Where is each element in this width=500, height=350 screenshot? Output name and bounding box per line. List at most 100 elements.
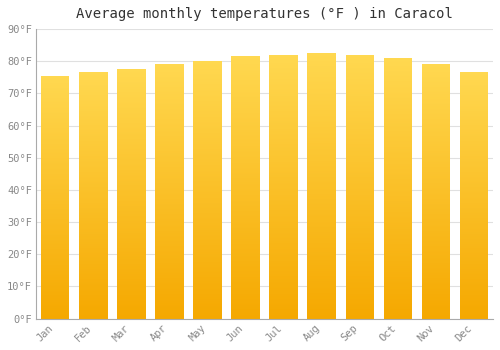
- Bar: [232, 285, 260, 286]
- Bar: [460, 186, 488, 187]
- Bar: [270, 122, 298, 123]
- Bar: [270, 308, 298, 309]
- Bar: [346, 279, 374, 280]
- Bar: [270, 55, 298, 56]
- Bar: [155, 198, 184, 199]
- Bar: [155, 269, 184, 270]
- Bar: [460, 221, 488, 223]
- Bar: [460, 84, 488, 85]
- Bar: [79, 84, 108, 85]
- Bar: [79, 264, 108, 266]
- Bar: [41, 245, 70, 246]
- Bar: [422, 191, 450, 193]
- Bar: [117, 152, 145, 153]
- Bar: [79, 150, 108, 151]
- Bar: [193, 194, 222, 195]
- Bar: [308, 146, 336, 147]
- Bar: [270, 69, 298, 71]
- Bar: [346, 242, 374, 243]
- Bar: [346, 125, 374, 126]
- Bar: [346, 171, 374, 172]
- Bar: [155, 113, 184, 114]
- Bar: [232, 62, 260, 63]
- Bar: [117, 179, 145, 180]
- Bar: [155, 101, 184, 103]
- Bar: [232, 231, 260, 232]
- Bar: [308, 201, 336, 202]
- Bar: [384, 278, 412, 280]
- Bar: [422, 225, 450, 226]
- Bar: [193, 111, 222, 113]
- Bar: [193, 142, 222, 144]
- Bar: [346, 64, 374, 65]
- Bar: [460, 166, 488, 167]
- Bar: [41, 145, 70, 146]
- Bar: [308, 223, 336, 224]
- Bar: [117, 155, 145, 156]
- Bar: [117, 309, 145, 310]
- Bar: [384, 92, 412, 93]
- Bar: [460, 204, 488, 205]
- Bar: [270, 114, 298, 116]
- Bar: [422, 254, 450, 255]
- Bar: [384, 275, 412, 277]
- Bar: [384, 199, 412, 200]
- Bar: [117, 211, 145, 212]
- Bar: [41, 174, 70, 175]
- Bar: [41, 251, 70, 252]
- Bar: [460, 277, 488, 278]
- Bar: [346, 122, 374, 123]
- Bar: [155, 134, 184, 135]
- Bar: [460, 304, 488, 305]
- Bar: [346, 107, 374, 109]
- Bar: [193, 281, 222, 282]
- Bar: [193, 285, 222, 286]
- Bar: [384, 312, 412, 313]
- Bar: [117, 83, 145, 84]
- Bar: [232, 282, 260, 283]
- Bar: [41, 180, 70, 181]
- Bar: [422, 308, 450, 310]
- Bar: [41, 179, 70, 180]
- Bar: [79, 211, 108, 213]
- Bar: [460, 191, 488, 192]
- Bar: [117, 78, 145, 79]
- Bar: [384, 260, 412, 261]
- Bar: [308, 139, 336, 141]
- Bar: [308, 305, 336, 307]
- Bar: [422, 270, 450, 272]
- Bar: [384, 156, 412, 157]
- Bar: [422, 108, 450, 109]
- Bar: [346, 118, 374, 119]
- Bar: [117, 220, 145, 221]
- Bar: [155, 124, 184, 125]
- Bar: [346, 158, 374, 159]
- Bar: [193, 271, 222, 272]
- Bar: [232, 246, 260, 248]
- Bar: [41, 248, 70, 249]
- Bar: [346, 59, 374, 60]
- Bar: [41, 90, 70, 91]
- Bar: [117, 118, 145, 119]
- Bar: [308, 240, 336, 241]
- Bar: [422, 128, 450, 129]
- Bar: [232, 198, 260, 199]
- Bar: [232, 265, 260, 266]
- Bar: [155, 187, 184, 188]
- Bar: [155, 286, 184, 287]
- Bar: [232, 249, 260, 250]
- Bar: [346, 131, 374, 133]
- Bar: [384, 266, 412, 268]
- Bar: [384, 74, 412, 75]
- Bar: [270, 125, 298, 126]
- Bar: [193, 299, 222, 301]
- Bar: [346, 127, 374, 129]
- Bar: [79, 101, 108, 102]
- Bar: [232, 125, 260, 126]
- Bar: [117, 199, 145, 200]
- Bar: [117, 196, 145, 198]
- Bar: [41, 112, 70, 113]
- Bar: [460, 96, 488, 97]
- Bar: [232, 162, 260, 164]
- Bar: [346, 200, 374, 201]
